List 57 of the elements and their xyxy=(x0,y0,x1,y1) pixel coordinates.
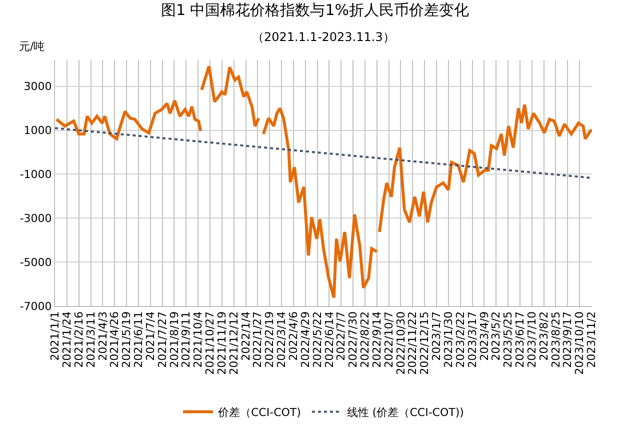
x-tick-label: 2022/11/22 xyxy=(406,311,420,375)
x-tick-label: 2023/11/2 xyxy=(585,311,598,368)
x-tick-label: 2022/7/7 xyxy=(334,311,348,361)
legend-label: 线性 (价差（CCI-COT)) xyxy=(346,406,464,420)
x-tick-label: 2023/5/25 xyxy=(502,311,515,368)
x-tick-label: 2023/7/10 xyxy=(525,311,538,368)
x-tick-label: 2023/5/2 xyxy=(490,311,503,361)
x-tick-label: 2021/3/11 xyxy=(84,311,98,368)
x-tick-label: 2023/10/10 xyxy=(573,311,586,375)
x-tick-label: 2021/10/4 xyxy=(192,311,205,368)
y-tick-label: 1000 xyxy=(24,124,52,138)
x-tick-label: 2022/4/29 xyxy=(298,311,312,368)
x-tick-label: 2021/11/19 xyxy=(215,311,228,375)
x-tick-label: 2021/7/4 xyxy=(144,311,157,361)
x-tick-label: 2022/5/22 xyxy=(310,311,324,368)
x-tick-label: 2021/4/3 xyxy=(96,311,110,361)
y-tick-label: -7000 xyxy=(20,300,52,313)
x-tick-label: 2022/2/19 xyxy=(263,311,276,368)
x-tick-label: 2021/5/19 xyxy=(120,311,134,368)
x-tick-label: 2021/1/24 xyxy=(60,311,74,368)
x-tick-label: 2022/10/30 xyxy=(394,311,408,375)
x-tick-label: 2021/4/26 xyxy=(108,311,122,368)
x-tick-label: 2021/7/27 xyxy=(156,311,169,368)
x-tick-label: 2023/1/30 xyxy=(442,311,455,368)
x-tick-label: 2023/9/17 xyxy=(561,311,574,368)
x-tick-label: 2022/8/22 xyxy=(358,311,372,368)
chart-title: 图1 中国棉花价格指数与1%折人民币价差变化 xyxy=(160,0,470,19)
y-tick-label: 3000 xyxy=(24,80,52,94)
x-tick-label: 2022/4/6 xyxy=(287,311,300,361)
y-axis-title: 元/吨 xyxy=(19,40,45,53)
chart-subtitle: （2021.1.1-2023.11.3） xyxy=(252,30,395,44)
x-tick-label: 2023/2/22 xyxy=(454,311,467,368)
x-tick-label: 2022/7/30 xyxy=(346,311,360,368)
y-tick-label: -1000 xyxy=(20,168,52,182)
x-tick-label: 2023/8/25 xyxy=(549,311,562,368)
x-tick-label: 2023/4/9 xyxy=(478,311,491,361)
x-tick-label: 2022/3/14 xyxy=(275,311,288,368)
y-tick-label: -3000 xyxy=(20,212,52,225)
x-tick-label: 2023/1/7 xyxy=(430,311,444,361)
x-tick-label: 2022/1/27 xyxy=(251,311,264,368)
x-tick-label: 2022/12/15 xyxy=(418,311,432,375)
x-tick-label: 2021/10/27 xyxy=(204,311,217,375)
x-tick-label: 2021/2/16 xyxy=(72,311,86,368)
x-tick-label: 2021/1/1 xyxy=(48,311,62,361)
x-tick-label: 2022/10/7 xyxy=(382,311,396,368)
x-tick-label: 2023/6/17 xyxy=(514,311,527,368)
x-tick-label: 2023/8/2 xyxy=(537,311,550,361)
x-tick-label: 2021/12/12 xyxy=(227,311,240,375)
x-tick-label: 2022/9/14 xyxy=(370,311,384,368)
x-tick-label: 2021/8/19 xyxy=(168,311,181,368)
x-tick-label: 2023/3/17 xyxy=(466,311,479,368)
x-tick-label: 2021/6/11 xyxy=(132,311,146,368)
x-tick-label: 2021/9/11 xyxy=(180,311,193,368)
y-tick-label: -5000 xyxy=(20,256,52,269)
legend-label: 价差（CCI-COT) xyxy=(217,406,301,420)
x-tick-label: 2022/6/14 xyxy=(322,311,336,368)
x-tick-label: 2022/1/4 xyxy=(239,311,252,361)
